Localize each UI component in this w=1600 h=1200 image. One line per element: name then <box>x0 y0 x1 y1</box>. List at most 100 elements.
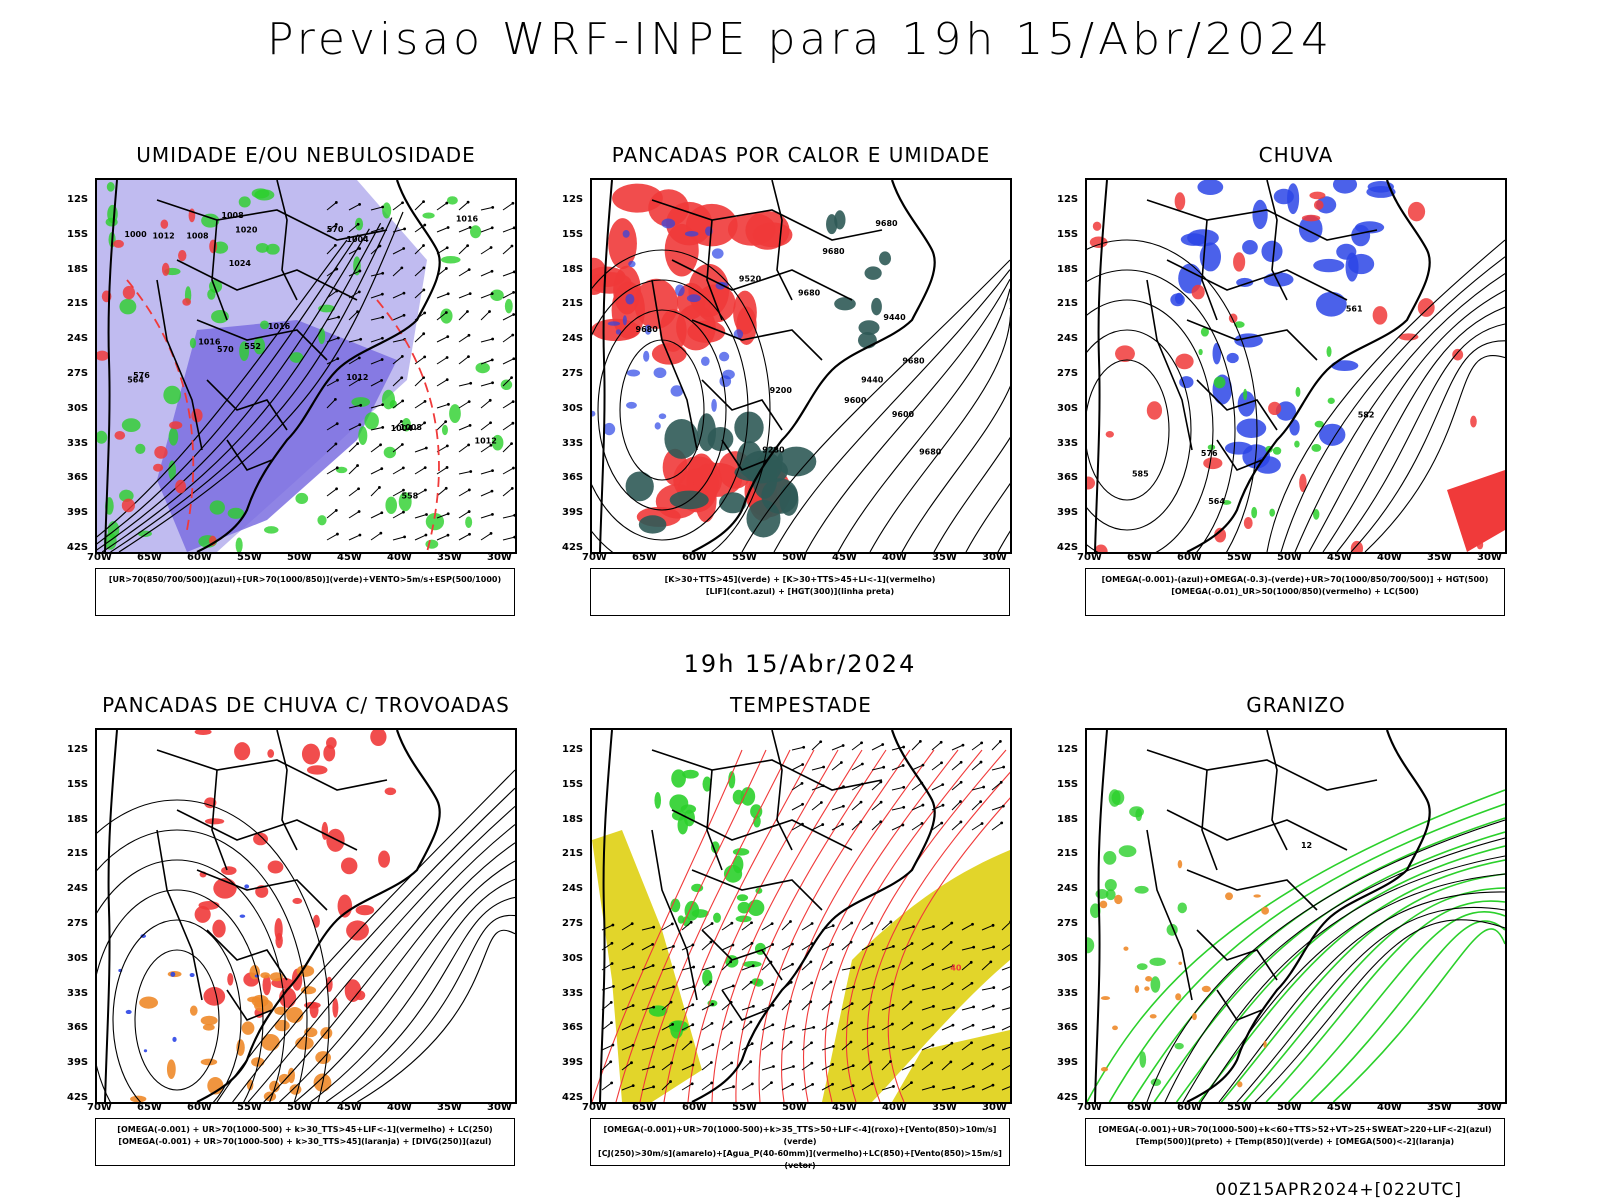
wind-vector <box>326 510 337 519</box>
wind-vector <box>881 1061 891 1071</box>
heat-shower-teal <box>664 418 699 459</box>
humidity-low-contour <box>475 362 490 374</box>
state-border <box>671 809 853 851</box>
omega500-orange <box>1225 892 1233 901</box>
wind-vector <box>348 379 360 387</box>
wind-vector-head <box>829 1000 833 1004</box>
divergence-blue <box>239 914 246 918</box>
precipitable-water-contour <box>711 749 863 1102</box>
longitude-tick-label: 70W <box>1077 1102 1102 1113</box>
wind-vector <box>370 379 382 387</box>
wind-vector-head <box>358 202 361 206</box>
wind-vector <box>741 1083 753 1091</box>
wind-vector <box>831 823 843 831</box>
wind-vector <box>480 338 493 343</box>
wind-vector-head <box>632 965 636 969</box>
contour-label: 1016 <box>198 338 221 347</box>
wind-vector <box>621 1085 634 1091</box>
wind-vector <box>436 312 447 321</box>
latitude-tick-label: 36S <box>67 1022 89 1034</box>
humidity-low-contour <box>239 341 250 361</box>
wind-vector <box>741 965 754 971</box>
wind-vector <box>921 1044 934 1051</box>
wind-vector-head <box>445 378 449 382</box>
contour-label: 585 <box>1132 470 1149 479</box>
wind-vector-head <box>859 820 863 824</box>
wind-vector-head <box>992 986 996 989</box>
wind-vector <box>921 986 934 991</box>
wind-vector <box>621 923 633 931</box>
wind-vector <box>458 424 471 431</box>
omega-blue <box>1242 239 1258 255</box>
state-border <box>1216 989 1263 1021</box>
heat-shower-red <box>752 222 793 248</box>
wind-vector <box>392 489 404 497</box>
latitude-tick-label: 24S <box>1057 883 1079 895</box>
state-border <box>651 829 698 1001</box>
humidity-low-contour <box>97 430 108 444</box>
humidity-low-contour <box>121 418 141 433</box>
wind850-green <box>691 883 704 893</box>
thunderstorm-red <box>203 986 226 1006</box>
wind-vector-head <box>711 1043 715 1047</box>
west-coastline <box>599 180 613 552</box>
wind-vector-head <box>750 921 753 925</box>
wind850-green <box>713 912 721 923</box>
omega-red <box>1301 214 1321 222</box>
wind-vector-head <box>651 964 655 967</box>
thunderstorm-orange <box>304 1027 318 1038</box>
wind-vector-head <box>709 940 713 944</box>
heat-shower-red <box>733 290 757 335</box>
wind850-green <box>735 915 752 923</box>
hgt300-contour <box>837 288 1010 552</box>
wind-vector-head <box>466 200 470 204</box>
wind-vector <box>981 1005 994 1011</box>
wind-vector-head <box>691 1003 695 1007</box>
panel-title: PANCADAS POR CALOR E UMIDADE <box>611 143 991 167</box>
wind-vector <box>851 801 862 811</box>
wind-vector <box>480 470 493 475</box>
wind-vector <box>458 226 471 233</box>
omega-red <box>1146 401 1163 420</box>
omega500-orange <box>1253 894 1261 898</box>
thunderstorm-orange <box>269 1080 280 1093</box>
coastline <box>196 180 441 552</box>
temp850-contour <box>1108 789 1121 807</box>
divergence-blue <box>143 1049 148 1053</box>
thickness-contour <box>126 279 195 531</box>
wind-vector-head <box>468 292 472 295</box>
wind-vector-head <box>949 940 953 944</box>
longitude-tick-label: 65W <box>1127 1102 1152 1113</box>
contour-label: 9600 <box>844 396 867 405</box>
latitude-tick-label: 12S <box>1057 744 1079 755</box>
wind-vector <box>480 490 493 497</box>
lifted-index-contour <box>658 413 667 420</box>
wind-vector-head <box>357 356 361 360</box>
contour-label: 1008 <box>221 211 244 220</box>
longitude-tick-label: 40W <box>387 552 412 563</box>
wind-vector <box>370 404 383 409</box>
map-area: 12 <box>1085 728 1507 1104</box>
latitude-tick-label: 39S <box>1057 507 1079 519</box>
wind-vector <box>941 941 952 951</box>
state-border <box>651 749 883 791</box>
wind-vector-head <box>669 1080 672 1083</box>
state-border <box>671 259 853 301</box>
wind-vector <box>961 982 973 991</box>
wind-vector-head <box>911 984 915 988</box>
wind-vector <box>831 745 844 751</box>
wind-vector-head <box>467 488 471 492</box>
omega500-orange <box>1261 906 1270 915</box>
thunderstorm-orange <box>261 1033 280 1051</box>
lifted-index-contour <box>719 351 730 362</box>
thunderstorm-red <box>326 828 345 852</box>
wind-vector-head <box>902 805 906 809</box>
heat-shower-teal <box>834 297 856 311</box>
wind-vector-head <box>791 942 794 946</box>
wind-vector <box>951 801 961 811</box>
latitude-tick-label: 36S <box>1057 1022 1079 1034</box>
omega-red <box>1268 401 1282 416</box>
wind-vector-head <box>1000 821 1004 825</box>
thunderstorm-red <box>212 919 226 938</box>
omega-green <box>1313 509 1320 520</box>
